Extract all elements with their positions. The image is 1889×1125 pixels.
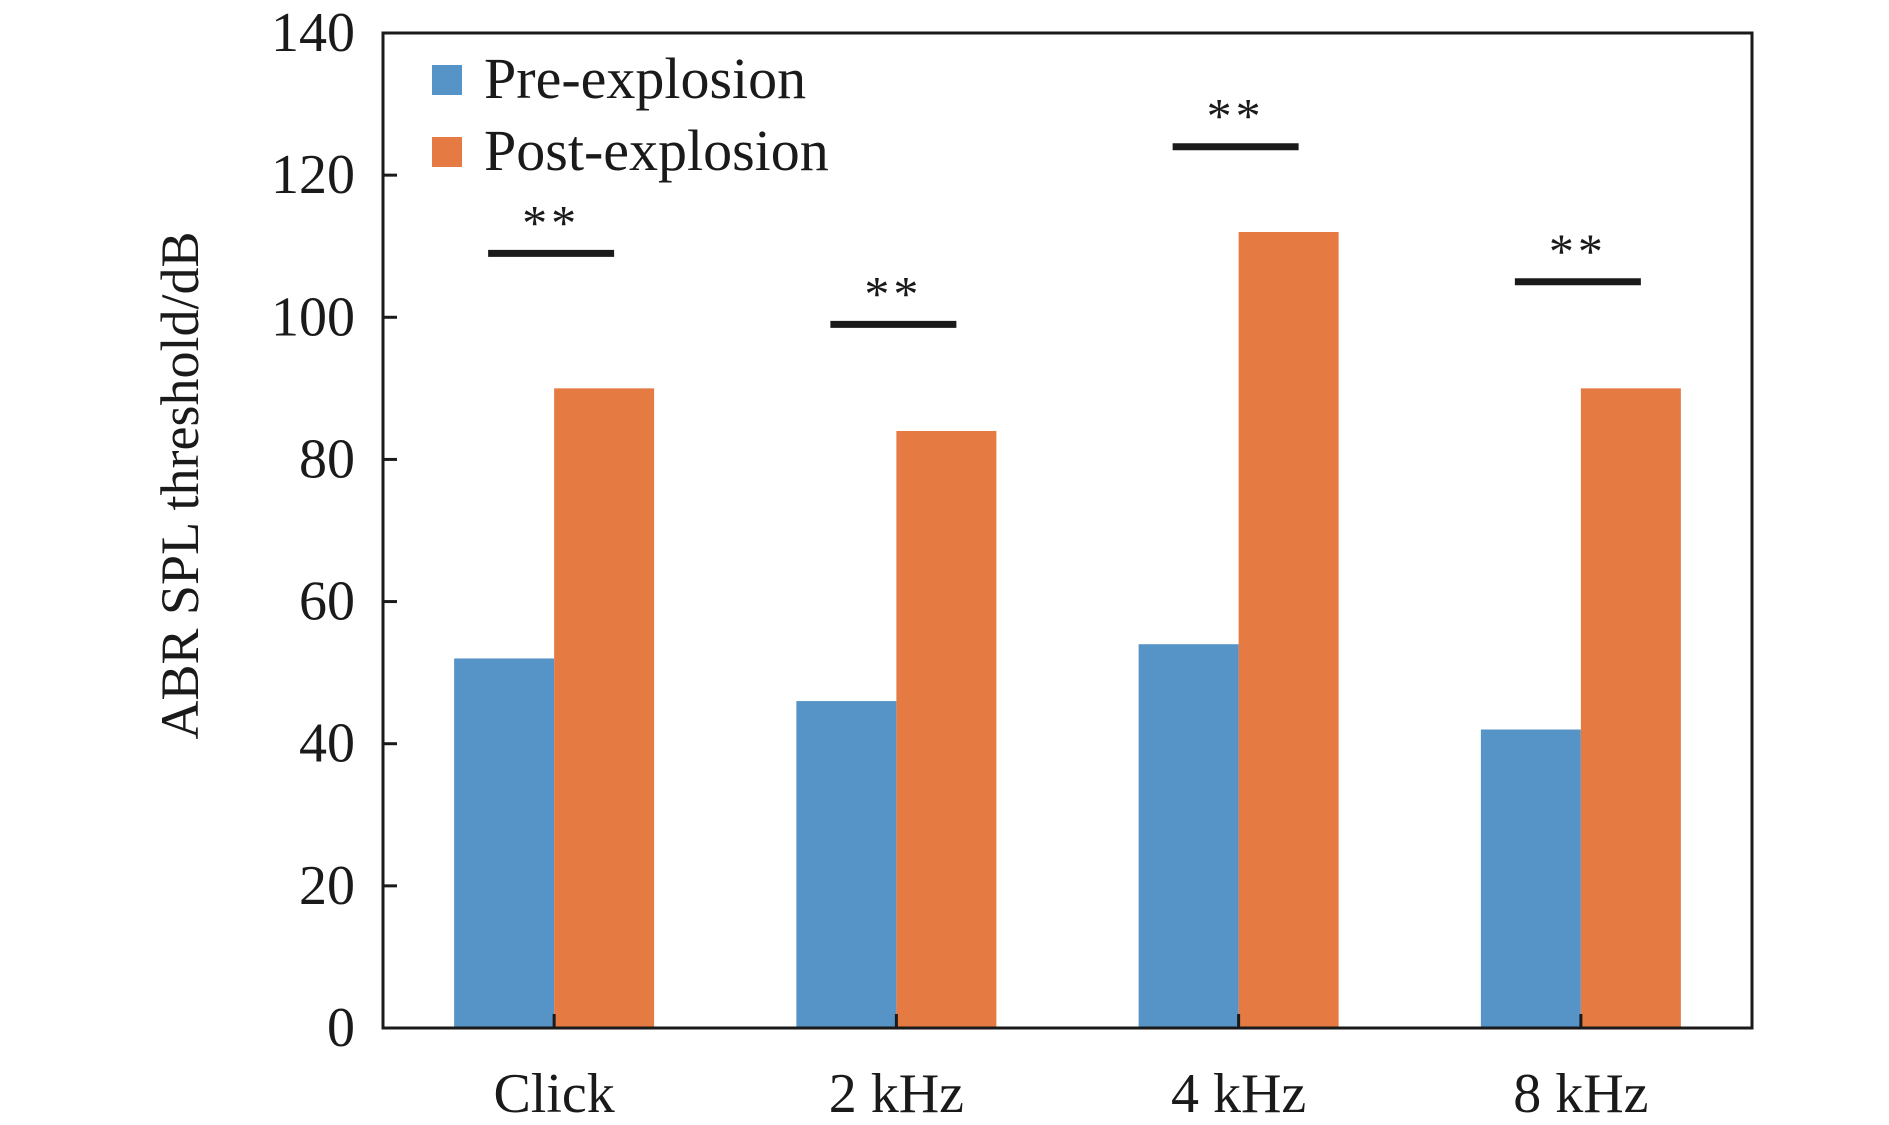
- legend-swatch-pre: [432, 65, 462, 95]
- x-tick-label: 2 kHz: [829, 1063, 964, 1125]
- y-tick-label: 60: [299, 571, 355, 633]
- bar-pre-8-khz: [1480, 729, 1581, 1028]
- significance-marker: **: [522, 194, 580, 250]
- bar-post-4-khz: [1238, 232, 1339, 1028]
- x-tick-label: 8 kHz: [1513, 1063, 1648, 1125]
- plot-frame: [381, 31, 1754, 1030]
- legend-label-pre: Pre-explosion: [484, 46, 806, 111]
- legend-swatch-post: [432, 137, 462, 167]
- significance-marker: **: [864, 265, 922, 321]
- bar-pre-2-khz: [796, 701, 897, 1028]
- significance-marker: **: [1207, 88, 1265, 144]
- bar-post-2-khz: [896, 431, 997, 1028]
- y-tick-label: 80: [299, 428, 355, 490]
- x-tick-label: Click: [493, 1063, 614, 1125]
- y-tick-label: 140: [271, 2, 355, 64]
- bar-pre-click: [454, 658, 555, 1028]
- y-tick-label: 100: [271, 286, 355, 348]
- bar-post-8-khz: [1580, 388, 1681, 1028]
- y-tick-label: 120: [271, 144, 355, 206]
- y-tick-label: 20: [299, 855, 355, 917]
- bar-pre-4-khz: [1138, 644, 1239, 1028]
- bars-layer: [454, 232, 1681, 1028]
- legend-label-post: Post-explosion: [484, 118, 829, 183]
- x-tick-label: 4 kHz: [1171, 1063, 1306, 1125]
- axes-layer: 0 20 40 60 80 100 120 140 Click 2 kHz 4 kHz 8 kHz: [271, 2, 1649, 1125]
- significance-marker: **: [1549, 223, 1607, 279]
- y-tick-label: 0: [327, 997, 355, 1059]
- bar-post-click: [554, 388, 655, 1028]
- legend: Pre-explosion Post-explosion: [432, 46, 829, 183]
- y-tick-label: 40: [299, 713, 355, 775]
- y-axis-label: ABR SPL threshold/dB: [150, 231, 210, 739]
- significance-layer: ** ** ** **: [488, 88, 1641, 328]
